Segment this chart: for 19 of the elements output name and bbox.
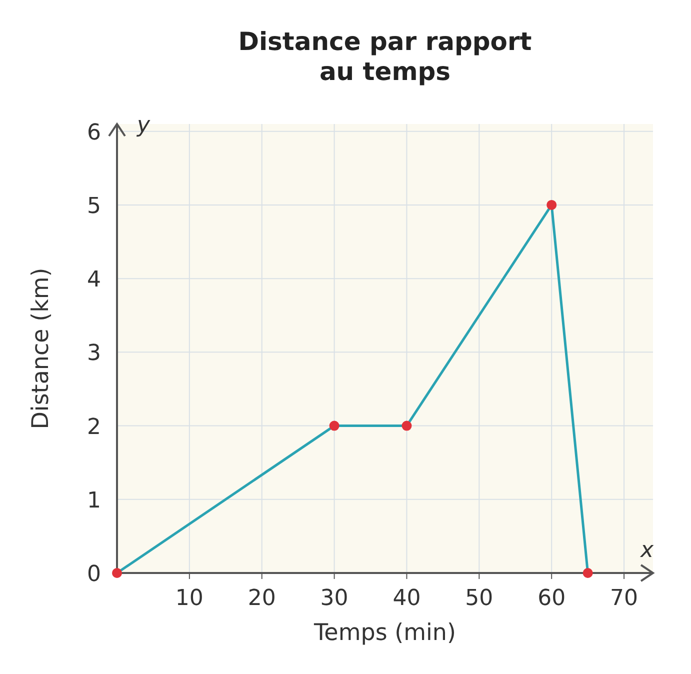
x-tick-label: 20 bbox=[248, 586, 276, 611]
y-tick-label: 1 bbox=[87, 488, 101, 514]
x-tick-label: 10 bbox=[175, 586, 204, 611]
x-tick-label: 40 bbox=[392, 586, 421, 611]
y-tick-label: 3 bbox=[87, 341, 101, 366]
y-tick-label: 2 bbox=[87, 414, 101, 440]
x-tick-label: 30 bbox=[320, 586, 348, 611]
x-tick-label: 60 bbox=[538, 586, 566, 611]
y-axis-title: Distance (km) bbox=[28, 268, 54, 430]
annotation: x bbox=[639, 538, 654, 563]
x-axis-title: Temps (min) bbox=[313, 620, 456, 646]
x-tick-label: 50 bbox=[465, 586, 494, 611]
y-tick-label: 4 bbox=[87, 268, 101, 293]
x-tick-label: 70 bbox=[610, 586, 638, 611]
y-tick-label: 6 bbox=[87, 120, 101, 146]
annotation: y bbox=[136, 113, 151, 138]
y-tick-label: 5 bbox=[87, 194, 101, 219]
chart-title: Distance par rapport au temps bbox=[238, 27, 532, 86]
y-tick-label: 0 bbox=[87, 562, 101, 587]
